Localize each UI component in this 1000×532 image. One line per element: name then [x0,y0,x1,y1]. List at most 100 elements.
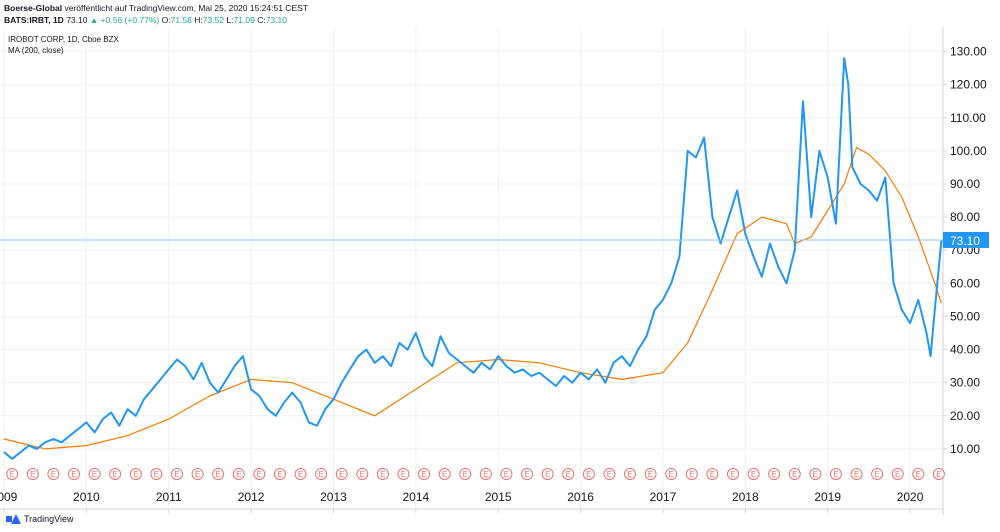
earnings-circle [315,468,328,480]
earnings-circle [665,468,678,480]
earnings-marker: E [459,468,472,480]
earnings-marker: E [521,468,534,480]
earnings-circle [479,468,492,480]
x-tick-label: 2009 [0,490,18,504]
earnings-circle [624,468,636,480]
earnings-marker: E [932,468,945,480]
earnings-marker: E [768,468,781,480]
earnings-letter: E [154,470,159,479]
earnings-letter: E [833,470,838,479]
earnings-letter: E [730,470,735,479]
earnings-marker: E [562,468,575,480]
earnings-marker: E [644,468,657,480]
footer: TradingView [6,514,74,524]
earnings-marker: E [829,468,842,480]
earnings-letter: E [277,470,282,479]
earnings-letter: E [133,470,138,479]
low-label: L: [226,15,234,25]
earnings-circle [232,468,245,480]
earnings-letter: E [298,470,303,479]
x-tick-label: 2012 [238,490,265,504]
earnings-letter: E [71,470,76,479]
earnings-circle [294,468,307,480]
earnings-circle [273,468,286,480]
earnings-circle [129,468,142,480]
ma-series-line [3,146,942,450]
earnings-marker: E [418,468,431,480]
earnings-letter: E [792,470,797,479]
earnings-marker: E [335,468,348,480]
earnings-letter: E [339,470,344,479]
earnings-circle [109,468,122,480]
open-label: O: [161,15,171,25]
earnings-circle [376,468,389,480]
x-tick-label: 2010 [73,490,100,504]
earnings-marker: E [273,468,286,480]
earnings-marker: E [685,468,698,480]
earnings-letter: E [51,470,56,479]
chart-area[interactable]: 2009 2010 2011 2012 2013 2014 2015 2016 2017 2018… [0,27,1000,515]
earnings-marker: E [809,468,822,480]
x-tick-label: 2013 [320,490,347,504]
close-value: 73.10 [265,15,287,25]
earnings-letter: E [771,470,776,479]
price-chart[interactable]: 2009 2010 2011 2012 2013 2014 2015 2016 2017 2018… [0,27,1000,515]
y-tick-label: 40.00 [950,343,980,357]
earnings-marker: E [191,468,204,480]
earnings-circle [438,468,451,480]
earnings-letter: E [360,470,365,479]
legend-ma: MA (200, close) [8,46,64,55]
earnings-letter: E [401,470,406,479]
earnings-circle [397,468,410,480]
earnings-marker: E [356,468,369,480]
earnings-marker: E [88,468,101,480]
earnings-letter: E [648,470,653,479]
close-label: C: [257,15,266,25]
earnings-circle [356,468,369,480]
earnings-marker: E [665,468,678,480]
earnings-circle [644,468,657,480]
earnings-circle [541,468,554,480]
legend-title: IROBOT CORP, 1D, Cboe BZX [8,35,119,44]
earnings-letter: E [380,470,385,479]
earnings-circle [809,468,822,480]
earnings-circle [912,468,925,480]
earnings-marker: E [376,468,389,480]
earnings-marker: E [253,468,266,480]
earnings-marker: E [479,468,492,480]
earnings-marker: E [726,468,739,480]
earnings-letter: E [483,470,488,479]
earnings-letter: E [10,470,15,479]
earnings-letter: E [813,470,818,479]
earnings-circle [150,468,163,480]
last-price-label: 73.10 [950,234,980,248]
y-tick-label: 60.00 [950,276,980,290]
earnings-marker: E [47,468,60,480]
x-tick-label: 2020 [897,490,924,504]
earnings-circle [253,468,266,480]
y-tick-label: 100.00 [950,144,987,158]
earnings-letter: E [936,470,941,479]
earnings-circle [212,468,225,480]
earnings-circle [26,468,39,480]
y-tick-label: 10.00 [950,442,980,456]
earnings-marker: E [747,468,760,480]
earnings-circle [788,468,801,480]
footer-brand: TradingView [24,514,74,524]
earnings-marker: E [109,468,122,480]
earnings-circle [706,468,719,480]
x-tick-label: 2014 [402,490,429,504]
symbol-label: BATS:IRBT, 1D [4,15,64,25]
earnings-marker: E [912,468,925,480]
earnings-circle [562,468,575,480]
earnings-letter: E [92,470,97,479]
earnings-letter: E [215,470,220,479]
earnings-marker: E [582,468,595,480]
y-tick-label: 30.00 [950,376,980,390]
high-value: 73.52 [202,15,225,25]
earnings-letter: E [442,470,447,479]
y-tick-label: 90.00 [950,177,980,191]
earnings-marker: E [603,468,616,480]
earnings-marker: E [68,468,81,480]
earnings-marker: E [232,468,245,480]
